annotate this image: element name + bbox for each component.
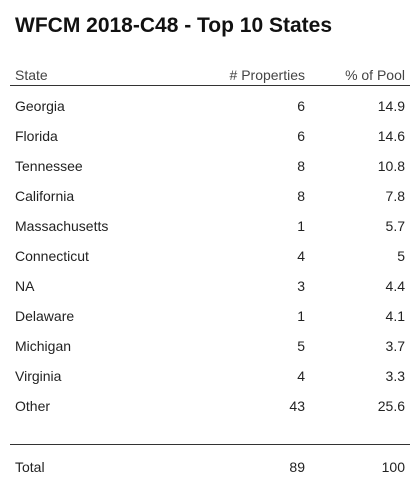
cell-pct-of-pool: 5 bbox=[397, 248, 405, 264]
table-row: Michigan 5 3.7 bbox=[15, 335, 405, 357]
table-row: Tennessee 8 10.8 bbox=[15, 155, 405, 177]
cell-pct-of-pool: 25.6 bbox=[377, 398, 405, 414]
total-pct: 100 bbox=[381, 459, 405, 475]
header-pct-of-pool: % of Pool bbox=[345, 67, 405, 83]
cell-state: Delaware bbox=[15, 308, 75, 324]
table-title: WFCM 2018-C48 - Top 10 States bbox=[15, 14, 333, 37]
table-row: Connecticut 4 5 bbox=[15, 245, 405, 267]
cell-properties: 1 bbox=[297, 308, 305, 324]
cell-pct-of-pool: 3.3 bbox=[385, 368, 405, 384]
cell-state: Georgia bbox=[15, 98, 65, 114]
cell-properties: 8 bbox=[297, 188, 305, 204]
cell-state: NA bbox=[15, 278, 35, 294]
total-label: Total bbox=[15, 459, 45, 475]
table-row: Massachusetts 1 5.7 bbox=[15, 215, 405, 237]
cell-pct-of-pool: 10.8 bbox=[377, 158, 405, 174]
cell-properties: 6 bbox=[297, 98, 305, 114]
table-row: NA 3 4.4 bbox=[15, 275, 405, 297]
table-row: Florida 6 14.6 bbox=[15, 125, 405, 147]
total-rule bbox=[10, 444, 410, 445]
cell-state: Florida bbox=[15, 128, 58, 144]
cell-properties: 4 bbox=[297, 248, 305, 264]
cell-properties: 4 bbox=[297, 368, 305, 384]
cell-state: Tennessee bbox=[15, 158, 83, 174]
total-properties: 89 bbox=[289, 459, 305, 475]
cell-pct-of-pool: 14.9 bbox=[377, 98, 405, 114]
cell-pct-of-pool: 3.7 bbox=[385, 338, 405, 354]
table-row: Other 43 25.6 bbox=[15, 395, 405, 417]
header-properties: # Properties bbox=[229, 67, 305, 83]
cell-state: Connecticut bbox=[15, 248, 89, 264]
cell-state: Massachusetts bbox=[15, 218, 109, 234]
header-rule bbox=[10, 85, 410, 86]
cell-state: Michigan bbox=[15, 338, 72, 354]
table-row: California 8 7.8 bbox=[15, 185, 405, 207]
table-row: Delaware 1 4.1 bbox=[15, 305, 405, 327]
cell-properties: 43 bbox=[289, 398, 305, 414]
cell-properties: 1 bbox=[297, 218, 305, 234]
cell-pct-of-pool: 14.6 bbox=[377, 128, 405, 144]
cell-state: Other bbox=[15, 398, 51, 414]
table-header: State # Properties % of Pool bbox=[15, 64, 405, 86]
cell-pct-of-pool: 5.7 bbox=[385, 218, 405, 234]
cell-properties: 5 bbox=[297, 338, 305, 354]
cell-pct-of-pool: 4.4 bbox=[385, 278, 405, 294]
table-row: Georgia 6 14.9 bbox=[15, 95, 405, 117]
cell-state: California bbox=[15, 188, 75, 204]
cell-properties: 8 bbox=[297, 158, 305, 174]
cell-properties: 3 bbox=[297, 278, 305, 294]
cell-pct-of-pool: 4.1 bbox=[385, 308, 405, 324]
cell-state: Virginia bbox=[15, 368, 62, 384]
cell-pct-of-pool: 7.8 bbox=[385, 188, 405, 204]
total-row: Total 89 100 bbox=[15, 456, 405, 478]
table-row: Virginia 4 3.3 bbox=[15, 365, 405, 387]
header-state: State bbox=[15, 67, 48, 83]
cell-properties: 6 bbox=[297, 128, 305, 144]
